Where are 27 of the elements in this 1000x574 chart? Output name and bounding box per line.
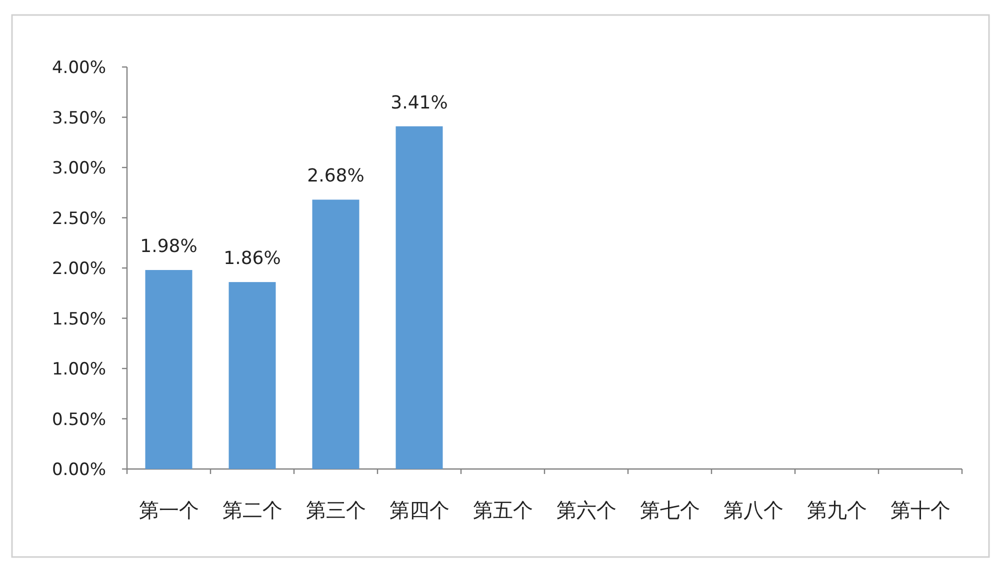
- y-tick-label: 3.50%: [52, 108, 106, 128]
- y-tick-label: 3.00%: [52, 158, 106, 178]
- bar: [228, 282, 276, 469]
- data-label: 1.86%: [224, 248, 281, 270]
- x-tick-label: 第二个: [222, 498, 282, 522]
- y-tick-label: 0.00%: [52, 460, 106, 480]
- y-tick-label: 1.00%: [52, 360, 106, 380]
- x-tick-label: 第三个: [306, 498, 366, 522]
- x-tick-label: 第十个: [890, 498, 950, 522]
- y-tick-label: 0.50%: [52, 410, 106, 430]
- x-tick-label: 第六个: [556, 498, 616, 522]
- data-label: 1.98%: [140, 236, 198, 258]
- x-tick-label: 第八个: [723, 498, 784, 522]
- data-label: 3.41%: [390, 92, 448, 114]
- bar: [312, 200, 360, 469]
- x-tick-label: 第一个: [138, 498, 199, 522]
- x-tick-label: 第七个: [640, 498, 700, 522]
- data-label: 2.68%: [307, 166, 364, 187]
- bar: [145, 270, 192, 469]
- x-tick-label: 第九个: [806, 498, 867, 522]
- y-tick-label: 2.00%: [52, 259, 106, 279]
- y-tick-label: 2.50%: [52, 208, 106, 229]
- x-tick-label: 第四个: [389, 498, 450, 522]
- y-tick-label: 4.00%: [52, 58, 106, 78]
- bar: [396, 126, 443, 469]
- x-tick-label: 第五个: [472, 498, 533, 522]
- y-tick-label: 1.50%: [52, 309, 106, 330]
